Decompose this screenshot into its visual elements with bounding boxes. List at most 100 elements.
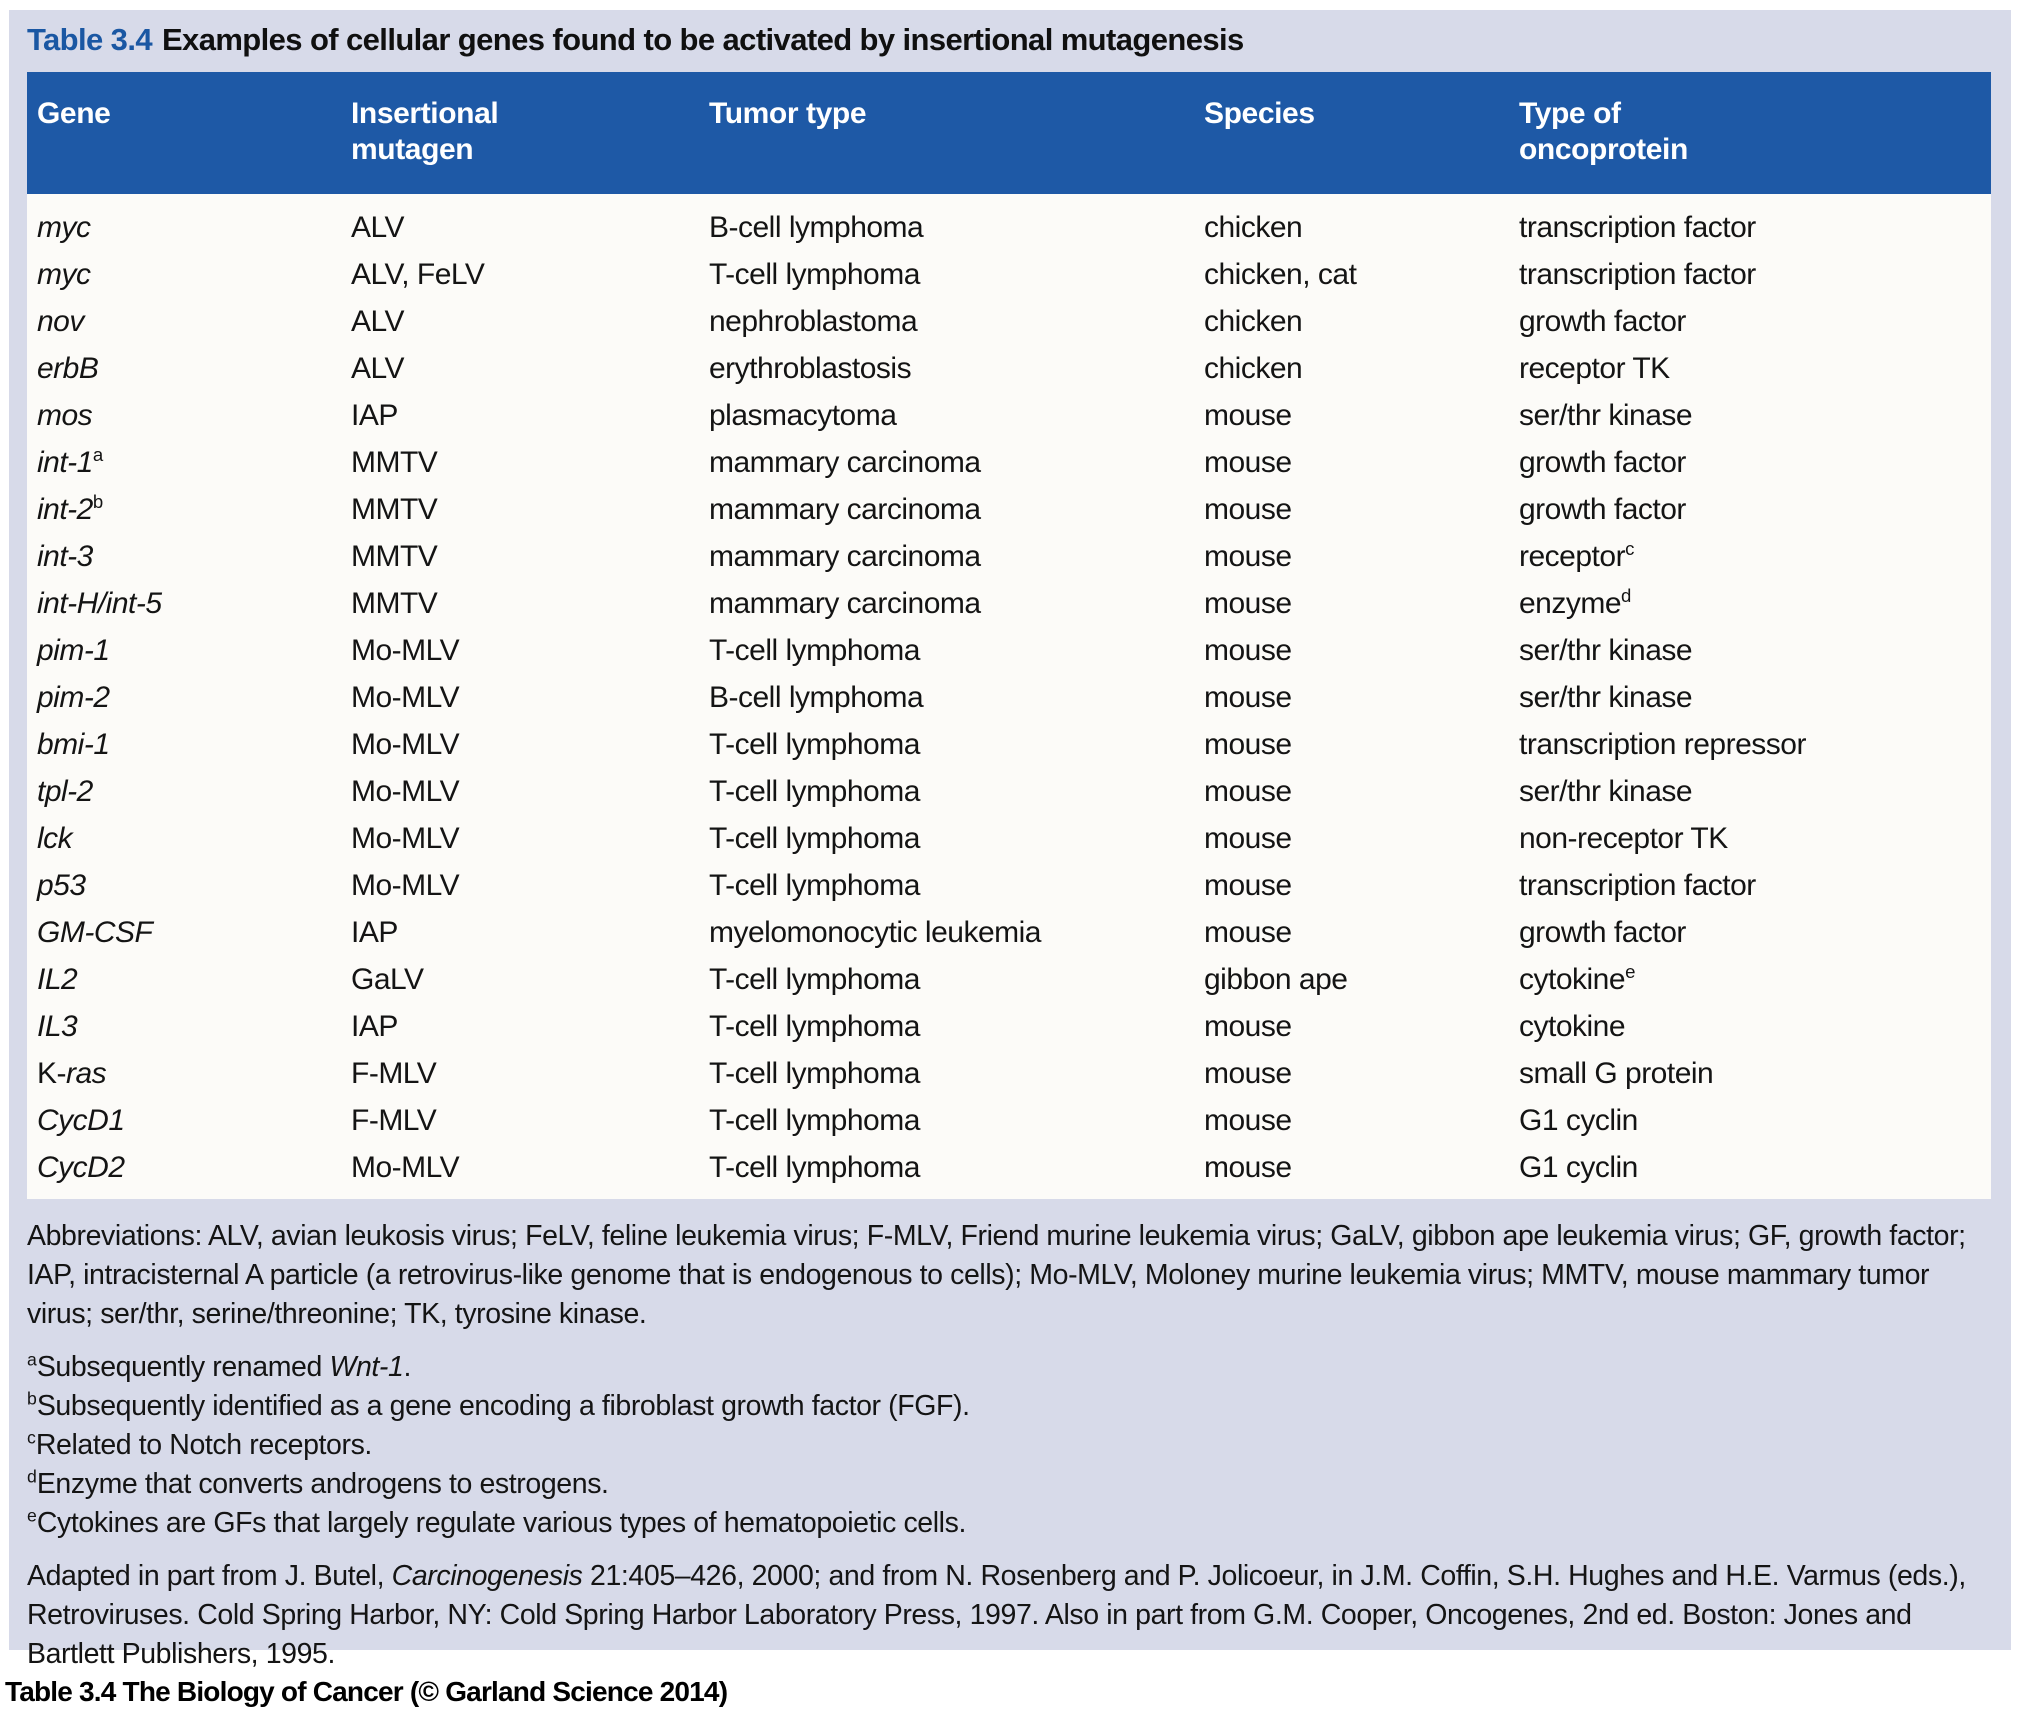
cell-tumor-type: mammary carcinoma [709, 493, 981, 526]
cell-tumor-type: T-cell lymphoma [709, 1057, 920, 1090]
table-body: myc ALV B-cell lymphoma chicken transcriptio… [27, 194, 1991, 1199]
cell-tumor-type: T-cell lymphoma [709, 1104, 920, 1137]
cell-species: mouse [1204, 916, 1292, 949]
cell-species: mouse [1204, 1057, 1292, 1090]
cell-insertional-mutagen: Mo-MLV [351, 775, 460, 808]
cell-tumor-type: mammary carcinoma [709, 446, 981, 479]
cell-species: mouse [1204, 869, 1292, 902]
cell-insertional-mutagen: IAP [351, 1010, 398, 1043]
cell-species: gibbon ape [1204, 963, 1348, 996]
cell-species: chicken, cat [1204, 258, 1357, 291]
cell-species: chicken [1204, 211, 1303, 244]
cell-type-of-oncoprotein: transcription factor [1519, 258, 1756, 291]
table-figure-panel: Table 3.4 Examples of cellular genes foun… [9, 10, 2011, 1670]
cell-insertional-mutagen: MMTV [351, 493, 438, 526]
cell-type-of-oncoprotein: transcription factor [1519, 211, 1756, 244]
cell-insertional-mutagen: IAP [351, 399, 398, 432]
table-row: int-H/int-5 MMTV mammary carcinoma mouse enz… [37, 580, 1991, 627]
cell-gene: pim-1 [37, 634, 110, 667]
cell-species: chicken [1204, 352, 1303, 385]
table-row: CycD2 Mo-MLV T-cell lymphoma mouse G1 cyclin [37, 1144, 1991, 1191]
cell-type-of-oncoprotein: ser/thr kinase [1519, 399, 1693, 432]
cell-type-of-oncoprotein: growth factor [1519, 493, 1686, 526]
cell-species: mouse [1204, 634, 1292, 667]
cell-gene: IL2 [37, 963, 78, 996]
cell-insertional-mutagen: Mo-MLV [351, 728, 460, 761]
cell-species: mouse [1204, 681, 1292, 714]
table-notes: Abbreviations: ALV, avian leukosis virus… [9, 1217, 2011, 1674]
cell-insertional-mutagen: F-MLV [351, 1057, 437, 1090]
cell-type-of-oncoprotein: receptor TK [1519, 352, 1670, 385]
cell-type-of-oncoprotein: growth factor [1519, 446, 1686, 479]
column-header-type-of-oncoprotein: Type of oncoprotein [1519, 97, 1688, 166]
cell-species: mouse [1204, 399, 1292, 432]
cell-insertional-mutagen: Mo-MLV [351, 681, 460, 714]
cell-gene: lck [37, 822, 73, 855]
cell-species: mouse [1204, 587, 1292, 620]
cell-tumor-type: T-cell lymphoma [709, 258, 920, 291]
cell-gene: myc [37, 211, 91, 244]
cell-type-of-oncoprotein: transcription factor [1519, 869, 1756, 902]
cell-tumor-type: mammary carcinoma [709, 540, 981, 573]
cell-tumor-type: T-cell lymphoma [709, 822, 920, 855]
data-table: Gene Insertional mutagen Tumor type Spec… [27, 72, 1991, 1199]
table-row: GM-CSF IAP myelomonocytic leukemia mouse gro… [37, 909, 1991, 956]
table-row: erbB ALV erythroblastosis chicken receptor T… [37, 345, 1991, 392]
cell-gene: CycD1 [37, 1104, 125, 1137]
footnotes: aSubsequently renamed Wnt-1. bSubsequentl… [27, 1348, 1993, 1543]
table-title: Table 3.4 Examples of cellular genes foun… [9, 10, 2011, 68]
cell-tumor-type: plasmacytoma [709, 399, 897, 432]
cell-gene: int-3 [37, 540, 93, 573]
cell-insertional-mutagen: ALV [351, 352, 404, 385]
cell-insertional-mutagen: Mo-MLV [351, 634, 460, 667]
cell-type-of-oncoprotein: enzymed [1519, 585, 1632, 620]
cell-tumor-type: T-cell lymphoma [709, 869, 920, 902]
cell-gene: erbB [37, 352, 99, 385]
cell-type-of-oncoprotein: receptorc [1519, 538, 1635, 573]
table-row: bmi-1 Mo-MLV T-cell lymphoma mouse transcrip… [37, 721, 1991, 768]
table-row: lck Mo-MLV T-cell lymphoma mouse non-recepto… [37, 815, 1991, 862]
cell-insertional-mutagen: MMTV [351, 540, 438, 573]
cell-insertional-mutagen: Mo-MLV [351, 1151, 460, 1184]
cell-gene: int-2b [37, 491, 104, 526]
cell-gene: bmi-1 [37, 728, 110, 761]
abbreviations-note: Abbreviations: ALV, avian leukosis virus… [27, 1220, 1966, 1330]
cell-tumor-type: T-cell lymphoma [709, 1010, 920, 1043]
source-citation: Adapted in part from J. Butel, Carcinoge… [27, 1560, 1966, 1670]
cell-insertional-mutagen: Mo-MLV [351, 869, 460, 902]
table-row: int-1a MMTV mammary carcinoma mouse growth f… [37, 439, 1991, 486]
cell-species: mouse [1204, 822, 1292, 855]
cell-species: mouse [1204, 728, 1292, 761]
cell-type-of-oncoprotein: cytokinee [1519, 961, 1636, 996]
cell-type-of-oncoprotein: ser/thr kinase [1519, 634, 1693, 667]
table-row: myc ALV, FeLV T-cell lymphoma chicken, cat t… [37, 251, 1991, 298]
table-row: p53 Mo-MLV T-cell lymphoma mouse transcripti… [37, 862, 1991, 909]
cell-gene: GM-CSF [37, 916, 153, 949]
cell-tumor-type: T-cell lymphoma [709, 963, 920, 996]
cell-insertional-mutagen: MMTV [351, 446, 438, 479]
table-row: mos IAP plasmacytoma mouse ser/thr kinase [37, 392, 1991, 439]
cell-insertional-mutagen: GaLV [351, 963, 424, 996]
table-row: int-3 MMTV mammary carcinoma mouse receptorc [37, 533, 1991, 580]
table-row: int-2b MMTV mammary carcinoma mouse growth f… [37, 486, 1991, 533]
cell-gene: pim-2 [37, 681, 110, 714]
figure-caption: Table 3.4 The Biology of Cancer (© Garla… [5, 1676, 728, 1707]
table-title-text: Examples of cellular genes found to be a… [161, 22, 1244, 57]
cell-tumor-type: B-cell lymphoma [709, 681, 924, 714]
cell-type-of-oncoprotein: transcription repressor [1519, 728, 1806, 761]
cell-tumor-type: nephroblastoma [709, 305, 918, 338]
cell-tumor-type: T-cell lymphoma [709, 728, 920, 761]
cell-tumor-type: T-cell lymphoma [709, 1151, 920, 1184]
cell-type-of-oncoprotein: growth factor [1519, 916, 1686, 949]
cell-type-of-oncoprotein: G1 cyclin [1519, 1151, 1638, 1184]
cell-type-of-oncoprotein: ser/thr kinase [1519, 681, 1693, 714]
cell-gene: mos [37, 399, 93, 432]
cell-species: mouse [1204, 1104, 1292, 1137]
cell-species: mouse [1204, 446, 1292, 479]
cell-insertional-mutagen: Mo-MLV [351, 822, 460, 855]
cell-type-of-oncoprotein: cytokine [1519, 1010, 1626, 1043]
cell-type-of-oncoprotein: small G protein [1519, 1057, 1714, 1090]
cell-tumor-type: erythroblastosis [709, 352, 912, 385]
cell-gene: K-ras [37, 1057, 107, 1090]
